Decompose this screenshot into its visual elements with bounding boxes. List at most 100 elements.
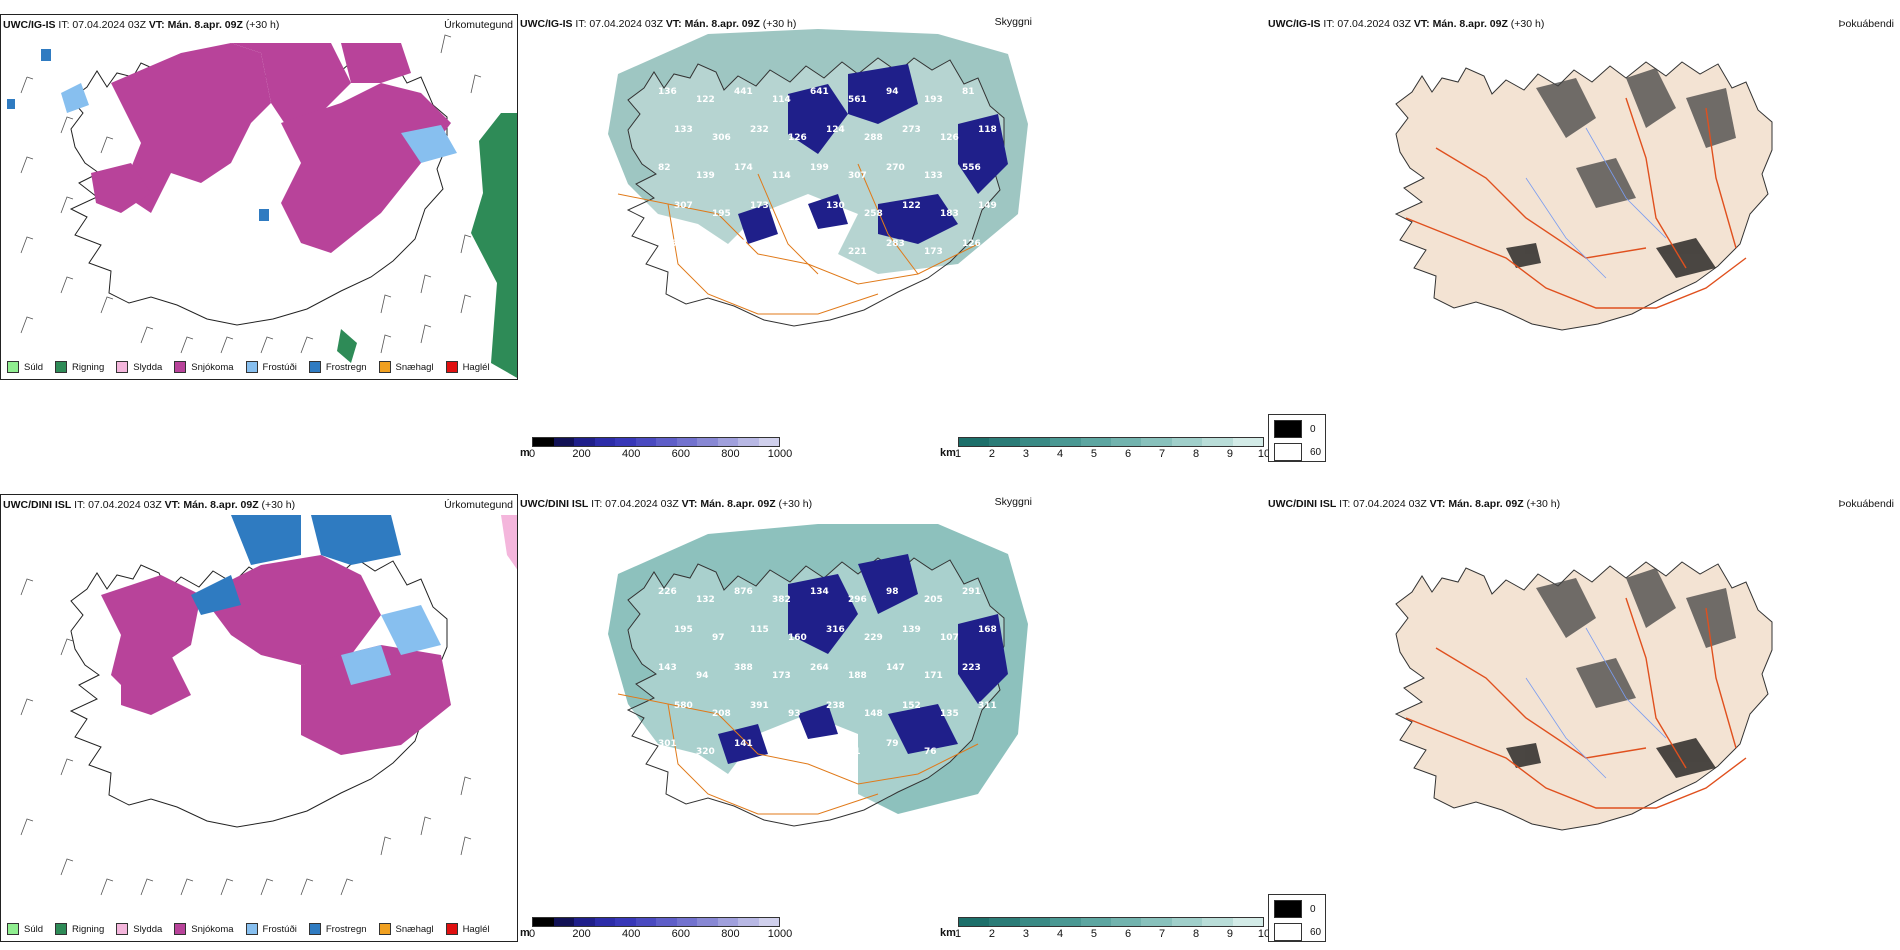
colorbar-segment [533,918,554,926]
model-name: UWC/IG-IS [1268,18,1321,30]
visibility-label: 199 [810,163,829,173]
colorbar-tick: 3 [1022,928,1030,940]
visibility-label: 195 [674,625,693,635]
visibility-label: 122 [902,201,921,211]
fog-swatch [1274,923,1302,941]
colorbar-meters-ticks: 0 200 400 600 800 1000 [529,447,792,461]
colorbar-segment [1111,438,1142,446]
legend-item: Frostúði [245,361,297,373]
colorbar-km-unit: km [940,927,956,939]
visibility-label: 115 [750,625,769,635]
fog-panel-title: Þokuábendi [1838,498,1894,510]
visibility-label: 70 [772,247,785,257]
colorbar-segment [959,918,990,926]
colorbar-tick: 800 [721,928,740,940]
colorbar-tick: 5 [1090,448,1098,460]
colorbar-segment [676,918,697,926]
colorbar-tick: 8 [1192,928,1200,940]
colorbar-tick: 6 [1124,448,1132,460]
colorbar-km-unit: km [940,447,956,459]
fog-header: UWC/DINI ISL IT: 07.04.2024 03Z VT: Mán.… [1268,498,1560,510]
legend-label: Snæhagl [395,361,434,373]
legend-swatch [116,923,129,935]
precip-panel-title: Úrkomutegund [444,499,513,511]
legend-swatch [55,361,68,373]
legend-item: Haglél [445,923,490,935]
legend-item: Súld [7,923,43,935]
legend-swatch [378,361,391,373]
init-time: IT: 07.04.2024 03Z [1323,18,1411,30]
visibility-label: 81 [962,87,975,97]
colorbar-tick: 2 [988,448,996,460]
legend-swatch [445,361,458,373]
legend-item: Frostregn [308,361,367,373]
vt-label: VT: [164,499,181,511]
vt-label: VT: [1429,498,1446,510]
fog-panel-row1: UWC/IG-IS IT: 07.04.2024 03Z VT: Mán. 8.… [1266,14,1900,380]
colorbar-segment [656,918,677,926]
visibility-label: 126 [962,239,981,249]
visibility-label: 223 [962,663,981,673]
precip-map [7,34,517,378]
model-name: UWC/DINI ISL [3,499,72,511]
colorbar-tick: 1000 [767,928,793,940]
visibility-label: 240 [712,285,731,295]
colorbar-segment [553,438,574,446]
visibility-label: 441 [734,87,753,97]
legend-label: Slydda [133,923,163,935]
visibility-labels: 226 132 876 382 134 296 98 205 291 195 97 115 160 316… [658,587,997,757]
colorbar-tick: 8 [1192,448,1200,460]
legend-swatch [174,923,187,935]
visibility-label: 306 [712,133,731,143]
colorbar-meters-bar [532,437,780,447]
legend-label: Frostregn [325,923,367,935]
precip-legend: Súld Rigning Slydda Snjókoma Frostúði Fr… [1,355,490,379]
visibility-label: 307 [674,201,693,211]
visibility-label: 195 [712,209,731,219]
lead-time: (+30 h) [261,499,296,511]
legend-item: Rigning [55,923,104,935]
colorbar-segment [574,918,595,926]
visibility-label: 149 [978,201,997,211]
vt-label: VT: [148,19,165,31]
visibility-map: 226 132 876 382 134 296 98 205 291 195 97 115 160 316… [608,524,1028,827]
visibility-labels: 136 122 441 114 641 561 94 193 81 133 306 232 126 124… [658,87,997,295]
visibility-label: 91 [848,747,861,757]
legend-label: Rigning [72,361,105,373]
colorbar-segment [989,438,1020,446]
colorbar-tick: 200 [572,928,591,940]
colorbar-tick: 9 [1226,928,1234,940]
colorbar-km: 1 2 3 4 5 6 7 8 9 10 km [940,437,1270,461]
visibility-header: UWC/IG-IS IT: 07.04.2024 03Z VT: Mán. 8.… [520,18,796,30]
visibility-label: 226 [658,587,677,597]
init-time: IT: 07.04.2024 03Z [575,18,663,30]
colorbar-segment [717,438,738,446]
init-time: IT: 07.04.2024 03Z [1339,498,1427,510]
colorbar-segment [697,438,718,446]
visibility-label: 136 [658,87,677,97]
legend-swatch [55,923,68,935]
fog-swatch [1274,900,1302,918]
model-name: UWC/IG-IS [520,18,573,30]
visibility-label: 382 [772,595,791,605]
visibility-label: 152 [902,701,921,711]
colorbar-segment [574,438,595,446]
visibility-label: 98 [886,587,899,597]
legend-item: Snæhagl [378,923,434,935]
visibility-label: 212 [788,209,807,219]
visibility-label: 160 [788,633,807,643]
legend-item: Snjókoma [174,361,234,373]
colorbar-tick: 9 [1226,448,1234,460]
colorbar-segment [1111,918,1142,926]
fog-legend: 0 60 [1268,894,1326,942]
visibility-label: 97 [712,633,725,643]
colorbar-segment [594,918,615,926]
colorbar-segment [1232,918,1264,926]
init-time: IT: 07.04.2024 03Z [74,499,162,511]
precip-map [20,515,517,896]
visibility-label: 79 [886,739,899,749]
fog-map [1395,561,1773,831]
visibility-label: 232 [750,125,769,135]
legend-label: Frostregn [325,361,367,373]
visibility-panel-row2: 226 132 876 382 134 296 98 205 291 195 97 115 160 316… [518,494,1036,914]
